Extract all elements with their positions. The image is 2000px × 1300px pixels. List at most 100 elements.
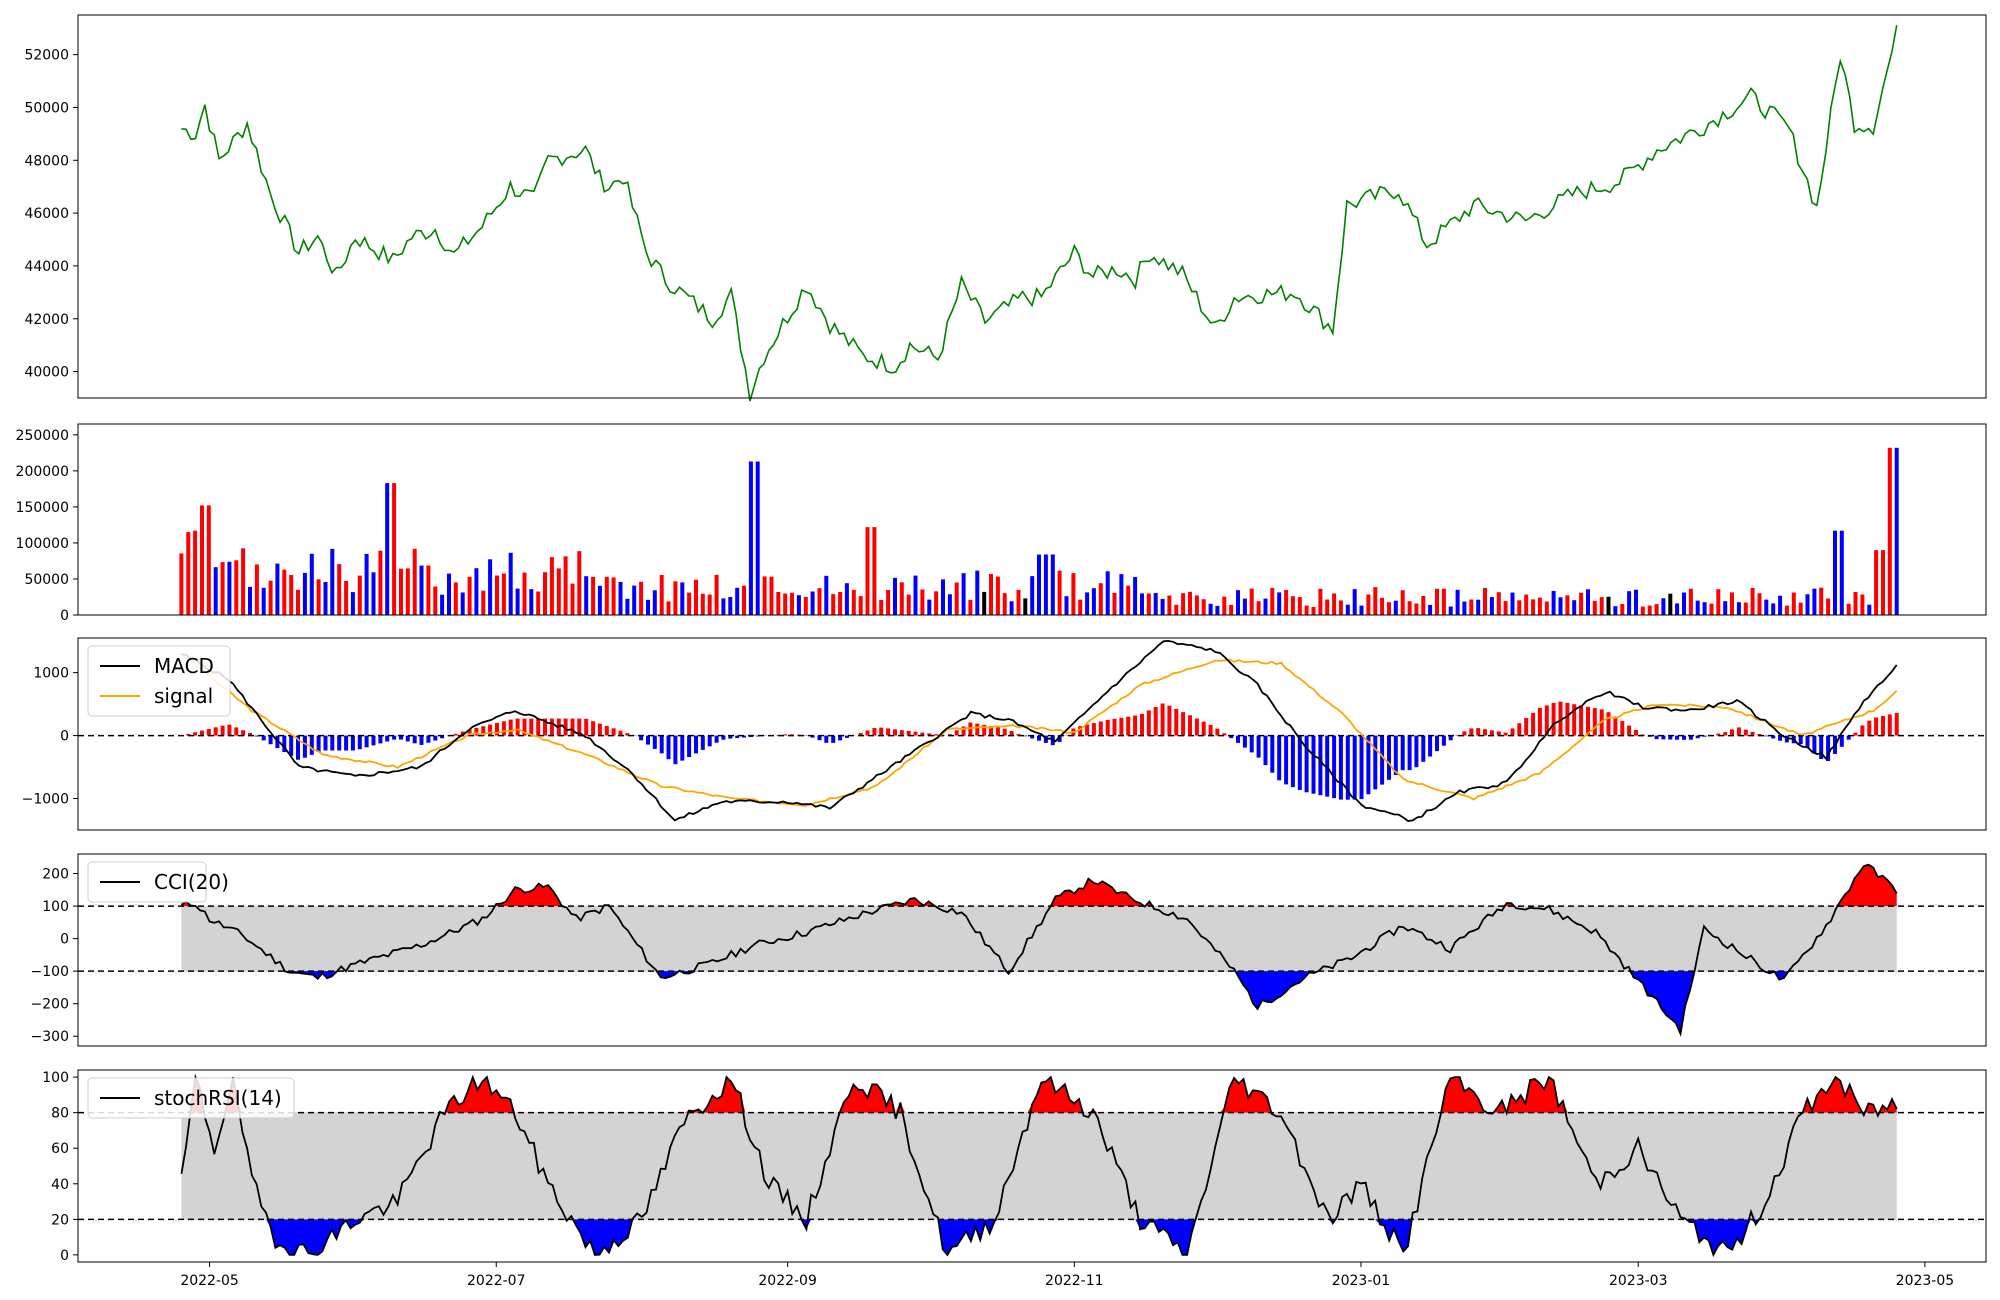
- volume-bar: [206, 505, 211, 615]
- macd-histogram-bar: [844, 735, 849, 738]
- volume-bar: [1201, 599, 1206, 615]
- volume-bar: [330, 548, 335, 615]
- volume-bar: [920, 589, 925, 615]
- macd-histogram-bar: [1194, 718, 1199, 736]
- volume-bar: [1359, 605, 1364, 615]
- volume-bar: [1229, 604, 1234, 615]
- volume-bar: [549, 557, 554, 615]
- volume-bar: [1009, 601, 1014, 615]
- macd-legend-box: [87, 645, 231, 717]
- macd-histogram-bar: [810, 735, 815, 738]
- macd-histogram-bar: [625, 733, 630, 736]
- macd-histogram-bar: [330, 735, 335, 751]
- volume-bar: [906, 594, 911, 615]
- macd-histogram-bar: [460, 731, 465, 736]
- volume-bar: [467, 576, 472, 615]
- volume-bar: [1064, 596, 1069, 615]
- volume-bar: [1043, 554, 1048, 615]
- volume-bar: [591, 576, 596, 615]
- volume-bar: [1435, 588, 1439, 615]
- volume-bar: [302, 572, 307, 615]
- volume-bar: [1647, 605, 1652, 615]
- volume-bar: [1723, 601, 1728, 615]
- volume-bar: [1826, 598, 1831, 615]
- macd-histogram-bar: [1688, 735, 1693, 740]
- macd-histogram-bar: [714, 735, 719, 743]
- volume-bar: [1805, 594, 1810, 615]
- macd-histogram-bar: [1805, 735, 1810, 749]
- macd-histogram-bar: [1654, 735, 1659, 740]
- macd-histogram-bar: [1359, 735, 1364, 800]
- volume-bar: [1469, 599, 1474, 615]
- macd-histogram-bar: [755, 735, 760, 737]
- macd-histogram-bar: [261, 735, 266, 741]
- volume-bar: [968, 599, 973, 615]
- price-ytick-label: 40000: [24, 365, 69, 381]
- macd-histogram-bar: [604, 725, 609, 736]
- macd-histogram-bar: [1695, 735, 1700, 739]
- volume-bar: [1791, 592, 1796, 615]
- macd-histogram-bar: [371, 735, 376, 746]
- volume-bar: [364, 554, 369, 615]
- volume-ytick-label: 150000: [16, 500, 69, 516]
- stoch_rsi-legend-box: [87, 1077, 295, 1119]
- macd-histogram-bar: [474, 727, 479, 736]
- volume-bar: [872, 527, 877, 615]
- x-tick-label: 2023-01: [1332, 1273, 1391, 1289]
- macd-histogram-bar: [989, 726, 993, 736]
- macd-histogram-bar: [1387, 735, 1391, 780]
- macd-histogram-bar: [536, 718, 541, 736]
- macd-histogram-bar: [1181, 712, 1186, 736]
- cci-ytick-label: −100: [31, 964, 69, 980]
- macd-histogram-bar: [1174, 708, 1179, 736]
- volume-bar: [851, 589, 856, 615]
- macd-histogram-bar: [1778, 735, 1783, 741]
- volume-bar: [1716, 589, 1721, 615]
- volume-bar: [193, 530, 198, 615]
- cci-ytick-label: 0: [60, 932, 69, 948]
- macd-histogram-bar: [543, 718, 547, 736]
- volume-bar: [1579, 592, 1584, 615]
- macd-histogram-bar: [1469, 728, 1474, 736]
- stoch_rsi-panel: 0 20 40 60 80 100 stochRSI(14): [42, 1069, 1987, 1264]
- macd-histogram-bar: [1771, 735, 1776, 739]
- volume-bar: [1380, 597, 1385, 615]
- stoch_rsi-ytick-label: 40: [51, 1177, 69, 1193]
- macd-histogram-bar: [1476, 728, 1481, 736]
- volume-bar: [1572, 600, 1577, 615]
- price-ytick-label: 50000: [24, 100, 69, 116]
- macd-histogram-bar: [392, 735, 397, 740]
- volume-ytick-label: 250000: [16, 428, 69, 444]
- volume-bar: [1551, 590, 1556, 615]
- macd-histogram-bar: [1153, 707, 1158, 736]
- macd-histogram-bar: [1037, 735, 1041, 741]
- volume-bar: [399, 568, 403, 615]
- price-ytick-label: 46000: [24, 206, 69, 222]
- macd-histogram-bar: [206, 729, 211, 736]
- volume-bar: [357, 575, 362, 615]
- macd-histogram-bar: [186, 733, 191, 736]
- volume-bar: [680, 582, 685, 615]
- macd-histogram-bar: [1812, 735, 1817, 754]
- macd-frame: [77, 637, 1987, 831]
- volume-bar: [1784, 605, 1789, 615]
- volume-bar: [1167, 595, 1172, 615]
- volume-bar: [1695, 600, 1700, 615]
- volume-bar: [865, 527, 870, 615]
- volume-bar: [803, 596, 808, 615]
- volume-bar: [1311, 606, 1316, 615]
- stoch_rsi-ytick-label: 80: [51, 1106, 69, 1122]
- volume-bar: [1894, 447, 1899, 615]
- macd-histogram-bar: [639, 735, 644, 741]
- macd-histogram-bar: [1517, 723, 1522, 736]
- macd-histogram-bar: [1483, 729, 1487, 736]
- volume-bar: [934, 591, 939, 615]
- stoch_rsi-neutral-band: [181, 1112, 1897, 1220]
- macd-histogram-bar: [1400, 735, 1405, 771]
- macd-histogram-bar: [440, 735, 445, 739]
- macd-histogram-bar: [1277, 735, 1282, 781]
- volume-bar: [371, 572, 376, 615]
- price-line: [181, 25, 1898, 402]
- volume-bar: [1071, 573, 1076, 615]
- macd-histogram-bar: [1105, 719, 1110, 736]
